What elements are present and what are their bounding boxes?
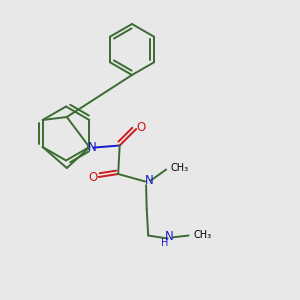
Text: CH₃: CH₃ bbox=[193, 230, 211, 240]
Text: N: N bbox=[87, 141, 96, 154]
Text: N: N bbox=[144, 174, 153, 187]
Text: N: N bbox=[165, 230, 174, 243]
Text: H: H bbox=[161, 238, 168, 248]
Text: O: O bbox=[89, 171, 98, 184]
Text: CH₃: CH₃ bbox=[171, 163, 189, 173]
Text: O: O bbox=[136, 121, 146, 134]
